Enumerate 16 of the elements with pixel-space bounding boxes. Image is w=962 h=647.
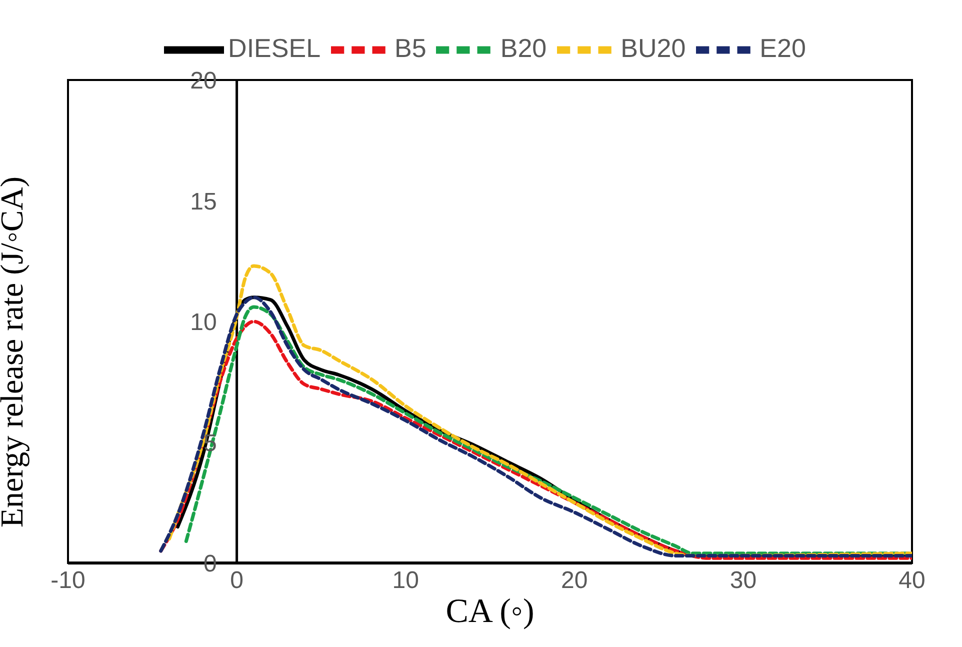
- y-tick-label: 5: [203, 430, 217, 457]
- x-axis-title: CA (◦): [444, 593, 536, 631]
- x-tick-label: 10: [392, 567, 419, 594]
- legend-label: BU20: [620, 32, 686, 63]
- legend-label: E20: [760, 32, 806, 63]
- x-tick-label: 0: [230, 567, 244, 594]
- x-tick-label: 40: [898, 567, 926, 594]
- x-tick-label: 30: [730, 567, 757, 594]
- legend-label: B20: [500, 32, 547, 63]
- x-tick-label: 20: [561, 567, 588, 594]
- y-axis-title: Energy release rate (J/◦CA): [0, 176, 30, 528]
- x-tick-label: -10: [50, 567, 86, 594]
- y-tick-label: 15: [190, 188, 217, 216]
- y-tick-label: 10: [190, 309, 217, 336]
- legend-label: B5: [394, 32, 426, 63]
- legend-label: DIESEL: [228, 32, 321, 63]
